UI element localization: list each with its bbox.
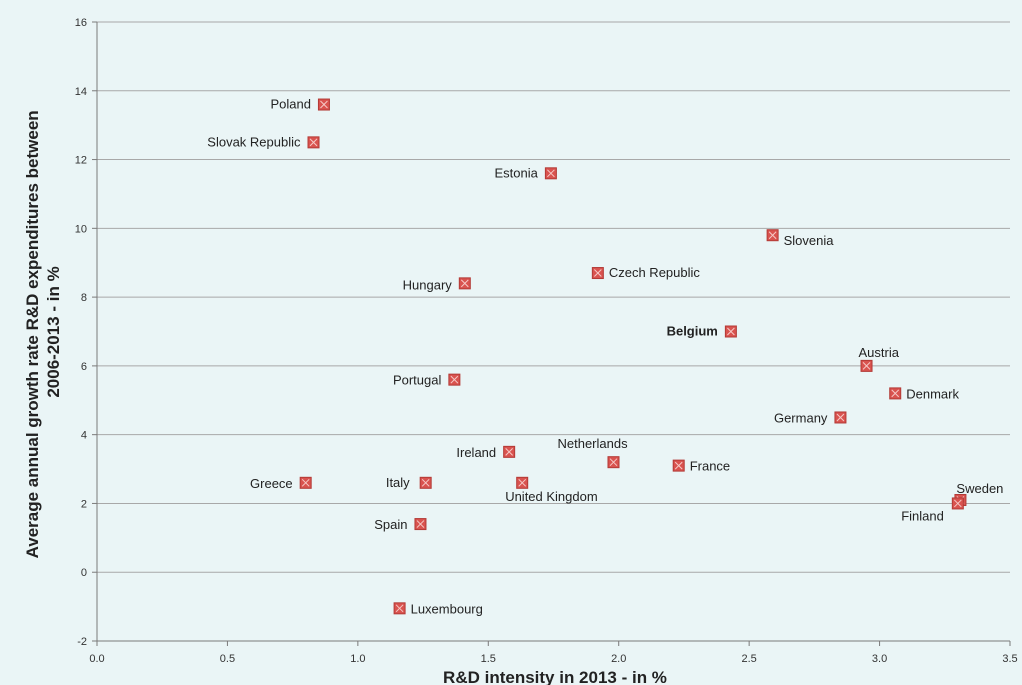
- point-label: Belgium: [667, 324, 718, 339]
- point-labels: Poland Slovak Republic Estonia Slovenia Czec…: [207, 97, 1003, 617]
- point-marker-cross: [505, 448, 514, 456]
- x-tick-label: 2.0: [611, 653, 626, 665]
- data-point: [591, 267, 604, 280]
- data-point: [414, 518, 427, 531]
- point-marker-cross: [593, 269, 602, 277]
- data-point: [724, 325, 737, 338]
- point-label: France: [690, 459, 730, 474]
- point-label: Italy: [386, 475, 410, 490]
- y-tick-label: 2: [81, 498, 87, 510]
- data-point: [393, 602, 406, 615]
- point-label: Ireland: [456, 445, 496, 460]
- y-tick-label: 14: [75, 86, 87, 98]
- data-point: [448, 373, 461, 386]
- y-tick-label: 16: [75, 17, 87, 29]
- data-point: [516, 476, 529, 489]
- point-marker-cross: [450, 375, 459, 384]
- point-label: Slovenia: [784, 233, 835, 248]
- tick-labels: 16 14 12 10 8 6 4 2 0 -20.0 0.5 1.0 1.5 2.0 2.5 3.0 3.5: [75, 17, 1018, 665]
- point-marker-cross: [836, 413, 845, 422]
- y-tick-label: -2: [77, 636, 87, 648]
- data-point: [860, 359, 873, 372]
- point-marker-cross: [301, 478, 310, 487]
- point-marker-cross: [460, 279, 469, 288]
- point-marker-cross: [674, 461, 683, 470]
- point-marker-cross: [395, 604, 404, 613]
- y-axis-title: Average annual growth rate R&D expenditu…: [23, 106, 63, 559]
- data-point: [503, 445, 516, 458]
- data-point: [317, 98, 330, 111]
- point-label: Estonia: [495, 165, 539, 180]
- y-axis-title-line-2: 2006-2013 - in %: [44, 266, 63, 397]
- x-tick-label: 2.5: [741, 653, 756, 665]
- point-marker-cross: [320, 100, 328, 109]
- y-tick-label: 0: [81, 567, 87, 579]
- y-tick-label: 6: [81, 361, 87, 373]
- x-tick-label: 0.0: [89, 653, 104, 665]
- x-tick-label: 1.0: [350, 653, 365, 665]
- point-label: Luxembourg: [411, 601, 483, 616]
- x-tick-label: 3.5: [1002, 653, 1017, 665]
- point-label: Finland: [901, 508, 944, 523]
- data-point: [544, 167, 557, 180]
- y-tick-label: 4: [81, 430, 87, 442]
- data-point: [458, 277, 471, 290]
- point-marker-cross: [862, 362, 871, 370]
- point-label: Denmark: [906, 386, 959, 401]
- point-label: Spain: [374, 517, 407, 532]
- point-marker-cross: [309, 138, 318, 147]
- point-marker-cross: [416, 520, 425, 528]
- data-point: [672, 459, 685, 472]
- x-tick-label: 0.5: [220, 653, 235, 665]
- point-label: Hungary: [403, 277, 453, 292]
- point-marker-cross: [891, 389, 900, 398]
- point-label: Sweden: [956, 481, 1003, 496]
- data-point: [766, 229, 779, 242]
- point-label: Slovak Republic: [207, 134, 301, 149]
- point-label: Portugal: [393, 373, 442, 388]
- data-point: [889, 387, 902, 400]
- x-tick-label: 1.5: [481, 653, 496, 665]
- point-marker-cross: [727, 327, 735, 336]
- y-axis-title-line-1: Average annual growth rate R&D expenditu…: [23, 110, 42, 558]
- data-point: [607, 456, 620, 469]
- point-label: Germany: [774, 410, 828, 425]
- point-marker-cross: [421, 478, 430, 487]
- data-point: [834, 411, 847, 424]
- x-tick-label: 3.0: [872, 653, 887, 665]
- point-marker-cross: [547, 169, 555, 178]
- y-tick-label: 8: [81, 292, 87, 304]
- point-label: Netherlands: [557, 436, 628, 451]
- point-label: Greece: [250, 476, 293, 491]
- y-tick-label: 12: [75, 155, 87, 167]
- x-axis-title: R&D intensity in 2013 - in %: [443, 668, 667, 685]
- point-label: Austria: [859, 345, 900, 360]
- axes: [92, 21, 1011, 646]
- y-tick-label: 10: [75, 223, 87, 235]
- data-point: [951, 497, 964, 510]
- point-marker-cross: [953, 499, 962, 508]
- point-marker-cross: [518, 478, 527, 487]
- point-label: Czech Republic: [609, 265, 701, 280]
- point-marker-cross: [768, 231, 777, 240]
- data-point: [419, 476, 432, 489]
- data-points: [299, 98, 967, 615]
- data-point: [299, 476, 312, 489]
- point-label: United Kingdom: [505, 489, 598, 504]
- data-point: [307, 136, 320, 149]
- point-label: Poland: [270, 97, 310, 112]
- point-marker-cross: [609, 458, 618, 467]
